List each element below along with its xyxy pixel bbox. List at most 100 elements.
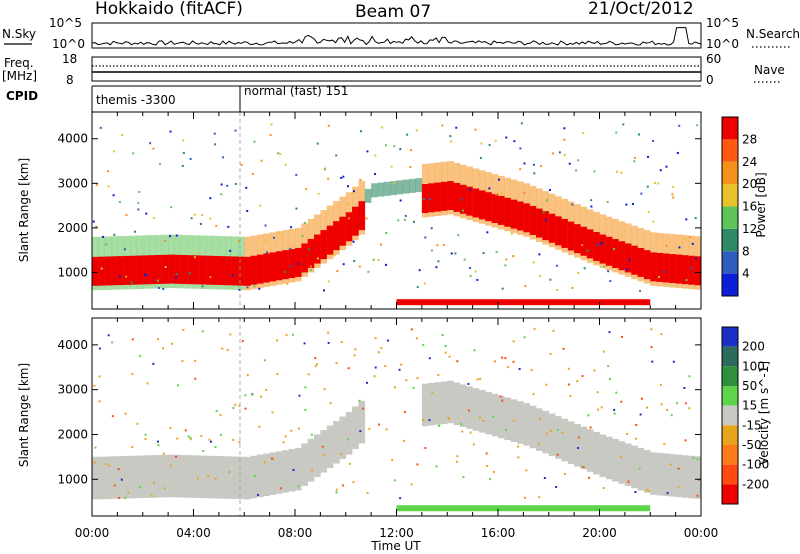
velocity-cell (297, 485, 300, 488)
power-cell (460, 198, 463, 201)
velocity-cell (257, 493, 260, 496)
velocity-cell (378, 423, 381, 426)
velocity-cell (438, 424, 441, 427)
power-cell (616, 170, 619, 173)
power-cell (339, 216, 347, 246)
power-colorbar-swatch (722, 228, 738, 252)
power-cell (187, 255, 194, 285)
y-tick-label: 1000 (57, 472, 88, 486)
power-cell (231, 256, 239, 286)
velocity-cell (663, 443, 666, 446)
velocity-cell (226, 348, 229, 351)
velocity-cell (353, 354, 356, 357)
freq-strip-frame (91, 56, 702, 82)
velocity-cell (556, 453, 559, 456)
velocity-cell (545, 383, 548, 386)
power-cell (289, 265, 292, 268)
velocity-cell (163, 487, 166, 490)
power-cell (505, 258, 508, 261)
velocity-cell (171, 342, 174, 345)
power-colorbar-swatch (722, 184, 738, 207)
power-cell (646, 155, 649, 158)
power-cell (637, 133, 640, 136)
velocity-cell (501, 399, 504, 402)
power-cell (182, 151, 185, 154)
velocity-cell (265, 388, 268, 391)
power-cell (372, 258, 375, 261)
velocity-colorbar-label: 50 (742, 379, 757, 393)
velocity-cell (618, 441, 626, 484)
power-cell (174, 254, 182, 284)
power-cell (309, 265, 312, 268)
velocity-cell (94, 446, 97, 449)
power-cell (409, 149, 412, 152)
power-cell (272, 236, 275, 239)
power-cell (681, 255, 689, 285)
y-tick-label: 4000 (57, 132, 88, 146)
power-cell (182, 139, 185, 142)
velocity-colorbar-label: -50 (742, 438, 762, 452)
velocity-cell (504, 428, 507, 431)
velocity-cell (288, 449, 296, 492)
velocity-cell (492, 471, 495, 474)
power-cell (658, 276, 661, 279)
power-cell (453, 182, 461, 212)
power-cell (625, 268, 628, 271)
velocity-cell (597, 408, 600, 411)
power-cell (111, 256, 118, 286)
velocity-cell (428, 382, 435, 426)
power-cell (659, 169, 662, 172)
x-axis-title: Time UT (370, 539, 421, 553)
power-cell (678, 246, 681, 249)
power-cell (340, 176, 343, 179)
velocity-cell (358, 399, 361, 402)
velocity-cell (523, 496, 526, 499)
power-cell (466, 186, 473, 216)
velocity-cell (479, 416, 482, 419)
power-cell (423, 282, 426, 285)
power-cell (491, 194, 499, 224)
velocity-cell (298, 394, 301, 397)
power-cell (196, 252, 199, 255)
velocity-cell (284, 435, 287, 438)
power-cell (684, 237, 687, 240)
power-cell (586, 249, 589, 252)
velocity-cell (310, 433, 313, 436)
power-cell (130, 255, 137, 285)
power-cell (220, 183, 223, 186)
velocity-cell (219, 433, 222, 436)
power-cell (364, 188, 372, 203)
velocity-cell (146, 382, 149, 385)
velocity-cell (136, 422, 139, 425)
velocity-colorbar-swatch (722, 346, 738, 367)
velocity-cell (314, 356, 317, 359)
velocity-cell (282, 450, 289, 493)
power-cell (599, 234, 607, 264)
velocity-cell (462, 476, 465, 479)
velocity-cell (269, 452, 277, 495)
power-cell (377, 182, 385, 197)
power-cell (113, 233, 116, 236)
power-cell (98, 256, 105, 286)
freq-strip (91, 56, 702, 82)
power-cell (288, 249, 296, 279)
power-cell (393, 145, 396, 148)
velocity-cell (232, 438, 235, 441)
power-cell (504, 197, 511, 227)
power-cell (672, 196, 675, 199)
velocity-cell (619, 455, 622, 458)
power-cell (390, 181, 397, 196)
velocity-cell (498, 395, 505, 439)
power-cell (403, 218, 406, 221)
power-cell (149, 142, 152, 145)
power-cell (441, 124, 444, 127)
velocity-cell (650, 328, 653, 331)
velocity-cell (412, 386, 415, 389)
power-cell (264, 224, 267, 227)
velocity-cell (576, 447, 579, 450)
power-cell (333, 221, 340, 251)
power-cell (462, 209, 465, 212)
power-cell (494, 139, 497, 142)
velocity-cell (613, 408, 616, 411)
x-tick-label: 00:00 (75, 526, 110, 540)
